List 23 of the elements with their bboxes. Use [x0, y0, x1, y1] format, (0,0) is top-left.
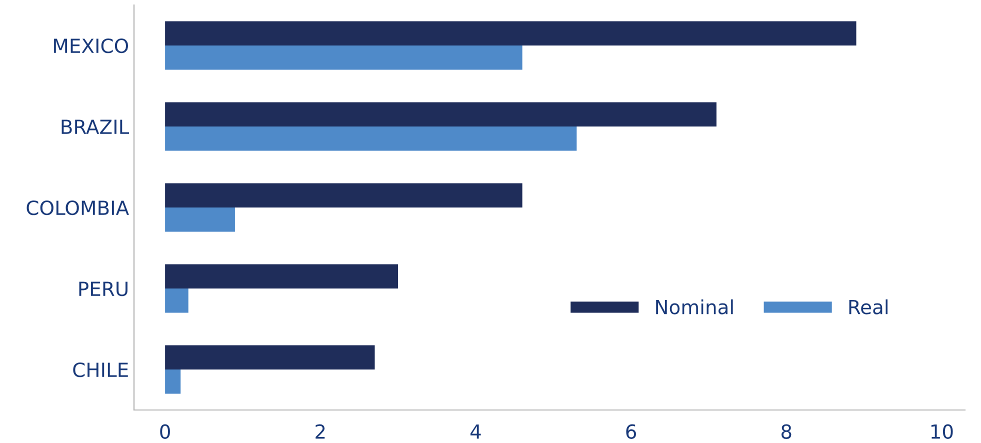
x-tick-label: 0 [160, 424, 170, 439]
y-tick-label: BRAZIL [62, 120, 130, 134]
bar [165, 288, 188, 313]
x-tick-label: 6 [626, 424, 636, 439]
bar [165, 46, 522, 70]
bar [165, 370, 181, 394]
x-tick-label: 8 [782, 424, 792, 439]
legend-label: Nominal [656, 299, 733, 314]
bar [165, 102, 716, 126]
bar [165, 345, 375, 370]
y-tick-label: MEXICO [54, 38, 128, 54]
x-tick-label: 4 [470, 424, 481, 439]
y-tick-label: CHILE [73, 362, 128, 378]
x-tick-label: 10 [931, 424, 953, 439]
bar [165, 208, 235, 232]
bar [165, 264, 398, 288]
bar [165, 126, 577, 151]
bar [165, 183, 522, 208]
legend-label: Real [849, 299, 888, 314]
bar [165, 21, 856, 46]
x-tick-label: 2 [316, 424, 325, 439]
y-tick-label: COLOMBIA [26, 200, 129, 216]
y-tick-label: PERU [79, 282, 128, 296]
